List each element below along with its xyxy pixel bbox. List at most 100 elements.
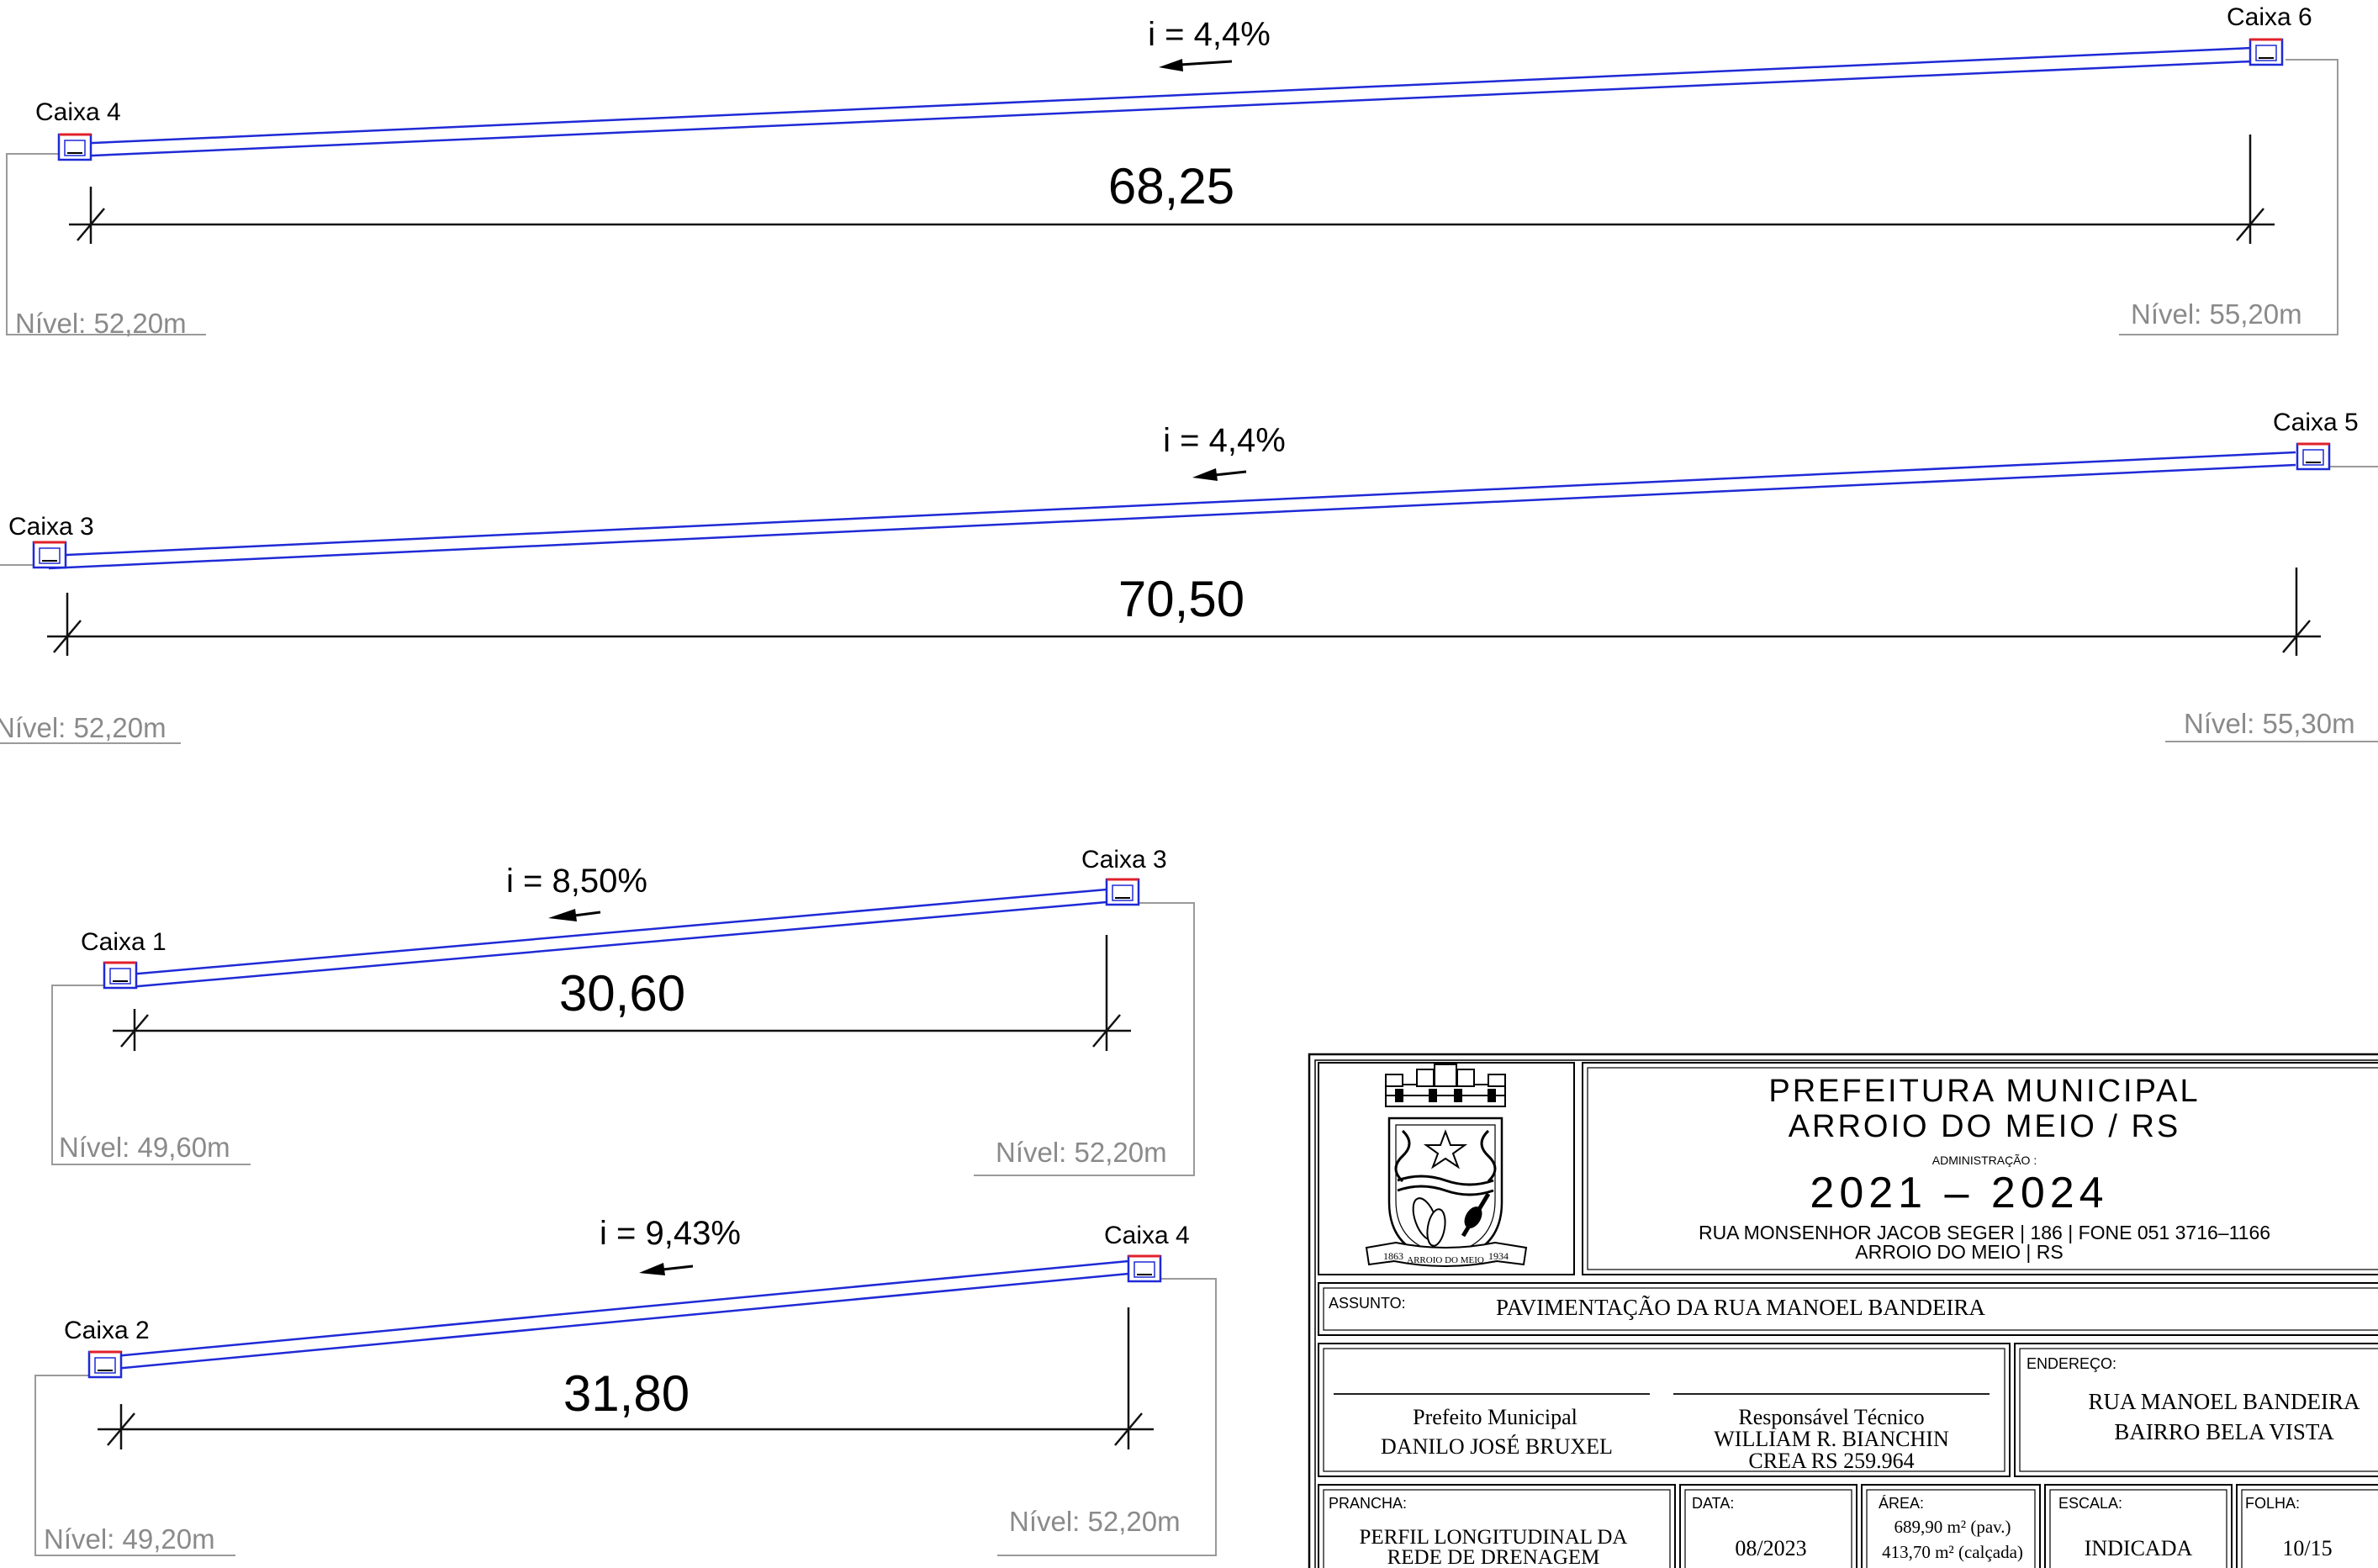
seal-crown-icon <box>1385 1064 1506 1107</box>
profile-caixa3-caixa5: i = 4,4% 70,50 Caixa 3 Caixa 5 Nível: 52… <box>0 409 2378 744</box>
escala-value: INDICADA <box>2085 1536 2193 1560</box>
prancha-cell <box>1318 1484 1676 1568</box>
prefeitura-title-line2: ARROIO DO MEIO / RS <box>1789 1109 2181 1144</box>
dimension-tick-end <box>2282 620 2311 653</box>
level-label-start: Nível: 52,20m <box>15 308 187 339</box>
inspection-box-start <box>32 541 67 569</box>
seal-ribbon-icon <box>1365 1241 1528 1267</box>
ground-line-start <box>6 153 206 335</box>
signature-prefeito-name: DANILO JOSÉ BRUXEL <box>1381 1434 1613 1459</box>
dimension-tick-start <box>107 1412 135 1446</box>
signature-cell <box>1318 1343 2011 1477</box>
area-cell <box>1861 1484 2041 1568</box>
prefeitura-address-line2: ARROIO DO MEIO | RS <box>1855 1241 2064 1263</box>
dimension-tick-end <box>1114 1412 1143 1446</box>
flow-arrow-line <box>1179 60 1233 66</box>
dimension-tick-start <box>120 1014 149 1048</box>
prancha-line2: REDE DE DRENAGEM <box>1387 1546 1600 1568</box>
distance-label: 31,80 <box>563 1365 690 1422</box>
prancha-label: PRANCHA: <box>1329 1495 1407 1512</box>
flow-arrow-line <box>662 1264 694 1271</box>
ground-line-end <box>2119 59 2338 335</box>
prefeitura-address-line1: RUA MONSENHOR JACOB SEGER | 186 | FONE 0… <box>1699 1222 2270 1243</box>
profile-caixa2-caixa4: i = 9,43% 31,80 Caixa 2 Caixa 4 Nível: 4… <box>34 1215 1217 1556</box>
box-label-start: Caixa 3 <box>8 513 94 541</box>
distance-label: 68,25 <box>1108 158 1234 214</box>
area-label: ÁREA: <box>1879 1495 1924 1512</box>
box-label-start: Caixa 1 <box>81 928 166 956</box>
prefeitura-cell <box>1582 1062 2378 1275</box>
slope-label: i = 4,4% <box>1163 422 1286 459</box>
data-value: 08/2023 <box>1735 1536 1806 1560</box>
box-label-end: Caixa 4 <box>1104 1222 1190 1249</box>
endereco-line2: BAIRRO BELA VISTA <box>2114 1419 2334 1444</box>
box-label-end: Caixa 6 <box>2227 3 2312 31</box>
pipe-top-line <box>119 888 1107 977</box>
area-line1: 689,90 m² (pav.) <box>1894 1517 2011 1537</box>
inspection-box-end <box>1105 878 1140 906</box>
level-label-end: Nível: 52,20m <box>996 1137 1167 1168</box>
pipe-bottom-line <box>73 60 2253 158</box>
flow-arrow-head <box>1159 59 1183 71</box>
pipe-top-line <box>105 1259 1129 1359</box>
title-block-texts: PREFEITURA MUNICIPAL ARROIO DO MEIO / RS… <box>1329 1074 2360 1568</box>
inspection-box-start <box>103 961 138 990</box>
seal-wave-left-icon <box>1394 1129 1411 1183</box>
endereco-cell <box>2014 1343 2378 1477</box>
endereco-line1: RUA MANOEL BANDEIRA <box>2089 1389 2360 1414</box>
area-line2: 413,70 m² (calçada) <box>1882 1542 2023 1562</box>
inspection-box-end <box>2296 442 2331 471</box>
seal-left-year: 1863 <box>1383 1250 1403 1262</box>
signature-responsavel-crea: CREA RS 259.964 <box>1748 1449 1914 1473</box>
signature-responsavel-role: Responsável Técnico <box>1738 1405 1924 1429</box>
distance-label: 30,60 <box>559 965 685 1022</box>
seal-wave-right-icon <box>1480 1129 1497 1183</box>
assunto-value: PAVIMENTAÇÃO DA RUA MANOEL BANDEIRA <box>1496 1295 1985 1320</box>
escala-cell <box>2044 1484 2233 1568</box>
seal-name: ARROIO DO MEIO <box>1407 1255 1484 1265</box>
distance-label: 70,50 <box>1118 571 1244 627</box>
slope-label: i = 8,50% <box>506 863 647 900</box>
dimension-tick-start <box>53 620 82 653</box>
seal-star-icon <box>1423 1129 1468 1169</box>
flow-arrow-head <box>639 1263 665 1275</box>
dimension-tick-start <box>77 208 105 241</box>
assunto-cell <box>1318 1282 2378 1336</box>
prancha-line1: PERFIL LONGITUDINAL DA <box>1360 1526 1628 1549</box>
administracao-years: 2021 – 2024 <box>1810 1169 2108 1217</box>
level-label-end: Nível: 55,30m <box>2184 708 2355 739</box>
pipe-top-line <box>48 451 2296 557</box>
signature-responsavel-name: WILLIAM R. BIANCHIN <box>1714 1427 1949 1451</box>
profile-caixa4-caixa6: i = 4,4% 68,25 Caixa 4 Caixa 6 Nível: 52… <box>6 3 2338 339</box>
folha-cell <box>2236 1484 2378 1568</box>
dimension-tick-end <box>2236 208 2264 241</box>
level-label-start: Nível: 49,60m <box>59 1132 230 1163</box>
folha-label: FOLHA: <box>2245 1495 2300 1512</box>
escala-label: ESCALA: <box>2058 1495 2122 1512</box>
flow-arrow-line <box>573 911 601 917</box>
level-label-end: Nível: 52,20m <box>1009 1506 1181 1537</box>
coat-of-arms-seal: 1863 ARROIO DO MEIO 1934 <box>1365 1064 1528 1267</box>
flow-arrow-line <box>1214 470 1247 477</box>
title-block-outer-frame <box>1308 1053 2378 1568</box>
slope-label: i = 9,43% <box>600 1215 741 1252</box>
level-label-end: Nível: 55,20m <box>2131 298 2302 330</box>
level-label-start: Nível: 52,20m <box>0 712 166 743</box>
flow-arrow-head <box>548 909 577 921</box>
seal-cell <box>1318 1062 1575 1275</box>
administracao-label: ADMINISTRAÇÃO : <box>1932 1154 2037 1167</box>
data-label: DATA: <box>1692 1495 1734 1512</box>
ground-line-start <box>34 1375 235 1556</box>
box-label-end: Caixa 5 <box>2273 409 2359 436</box>
pipe-bottom-line <box>48 463 2296 570</box>
seal-river-wave-icon <box>1397 1175 1494 1186</box>
data-cell <box>1679 1484 1857 1568</box>
profile-caixa1-caixa3: i = 8,50% 30,60 Caixa 1 Caixa 3 Nível: 4… <box>51 846 1195 1176</box>
slope-label: i = 4,4% <box>1148 16 1271 53</box>
assunto-label: ASSUNTO: <box>1329 1295 1406 1312</box>
pipe-bottom-line <box>119 900 1107 990</box>
box-label-start: Caixa 4 <box>35 98 121 126</box>
title-block-inner-frame <box>1314 1059 2378 1568</box>
ground-line-start <box>51 985 251 1165</box>
